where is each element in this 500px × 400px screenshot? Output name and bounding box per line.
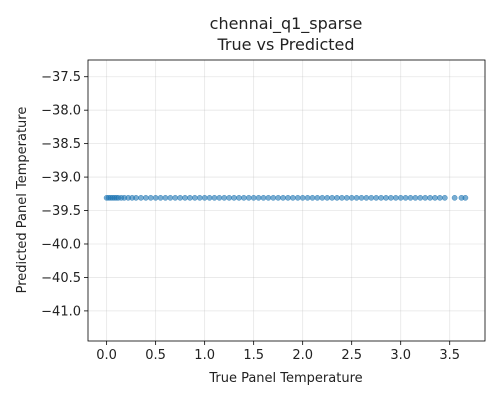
data-point — [451, 194, 458, 201]
data-point — [314, 194, 321, 201]
data-point — [309, 194, 316, 201]
data-point — [226, 194, 233, 201]
data-point — [304, 194, 311, 201]
chart-subtitle: True vs Predicted — [216, 35, 354, 54]
data-point — [432, 194, 438, 201]
data-point — [142, 194, 149, 201]
data-point — [294, 194, 301, 201]
y-tick-label: −38.0 — [41, 104, 81, 119]
data-point — [397, 194, 404, 201]
data-point — [329, 194, 335, 201]
data-point — [147, 194, 154, 201]
data-point — [280, 194, 286, 201]
data-point — [299, 194, 306, 201]
data-point — [245, 194, 252, 201]
x-tick-label: 1.0 — [194, 348, 215, 363]
data-point — [201, 194, 208, 201]
data-point — [353, 194, 360, 201]
x-axis-ticks: 0.0 0.5 1.0 1.5 2.0 2.5 3.0 3.5 — [96, 341, 460, 363]
data-point — [285, 194, 291, 201]
data-point — [348, 194, 355, 201]
data-point — [441, 194, 448, 201]
y-tick-label: −41.0 — [41, 304, 81, 319]
data-point — [241, 194, 247, 201]
y-tick-label: −40.5 — [41, 271, 81, 286]
data-point — [290, 194, 296, 201]
data-point — [157, 194, 164, 201]
data-point — [388, 194, 394, 201]
x-tick-label: 3.0 — [390, 348, 411, 363]
data-point — [211, 194, 218, 201]
y-tick-label: −40.0 — [41, 237, 81, 252]
data-point — [343, 194, 350, 201]
data-point — [407, 194, 414, 201]
data-point — [392, 194, 399, 201]
data-point — [206, 194, 213, 201]
data-point — [378, 194, 384, 201]
data-point — [187, 194, 193, 201]
data-point — [177, 194, 183, 201]
x-tick-label: 3.5 — [439, 348, 460, 363]
data-point — [255, 194, 262, 201]
y-tick-label: −39.5 — [41, 204, 81, 219]
plot-frame — [87, 59, 486, 342]
y-axis-ticks: −37.5 −38.0 −38.5 −39.0 −39.5 −40.0 −40.5 −41.0 — [41, 70, 88, 319]
data-point — [363, 194, 370, 201]
y-tick-label: −38.5 — [41, 137, 81, 152]
data-point — [172, 194, 179, 201]
y-tick-label: −37.5 — [41, 70, 81, 85]
data-point — [368, 194, 375, 201]
data-point — [196, 194, 203, 201]
data-point — [402, 194, 409, 201]
data-point — [270, 194, 277, 201]
data-point — [250, 194, 257, 201]
chart-title: chennai_q1_sparse — [210, 14, 363, 34]
data-point — [133, 194, 139, 201]
x-tick-label: 0.0 — [96, 348, 117, 363]
data-point — [319, 194, 326, 201]
data-point — [162, 194, 169, 201]
data-point — [373, 194, 380, 201]
data-point — [358, 194, 365, 201]
x-tick-label: 2.5 — [341, 348, 362, 363]
data-point — [231, 194, 237, 201]
data-point — [265, 194, 272, 201]
data-point — [437, 194, 443, 201]
data-point — [334, 194, 340, 201]
data-point — [275, 194, 282, 201]
scatter-points — [103, 194, 469, 201]
data-point — [191, 194, 198, 201]
data-point — [417, 194, 424, 201]
data-point — [236, 194, 242, 201]
data-point — [216, 194, 223, 201]
data-point — [383, 194, 389, 201]
x-tick-label: 1.5 — [243, 348, 264, 363]
y-tick-label: −39.0 — [41, 171, 81, 186]
data-point — [182, 194, 188, 201]
data-point — [221, 194, 228, 201]
data-point — [324, 194, 331, 201]
x-tick-label: 0.5 — [145, 348, 166, 363]
data-point — [167, 194, 174, 201]
data-point — [412, 194, 419, 201]
data-point — [152, 194, 159, 201]
data-point — [339, 194, 345, 201]
y-axis-label: Predicted Panel Temperature — [15, 107, 30, 294]
data-point — [422, 194, 429, 201]
x-axis-label: True Panel Temperature — [208, 371, 362, 386]
data-point — [138, 194, 144, 201]
data-point — [260, 194, 267, 201]
data-point — [427, 194, 433, 201]
x-tick-label: 2.0 — [292, 348, 313, 363]
data-point — [462, 194, 469, 201]
